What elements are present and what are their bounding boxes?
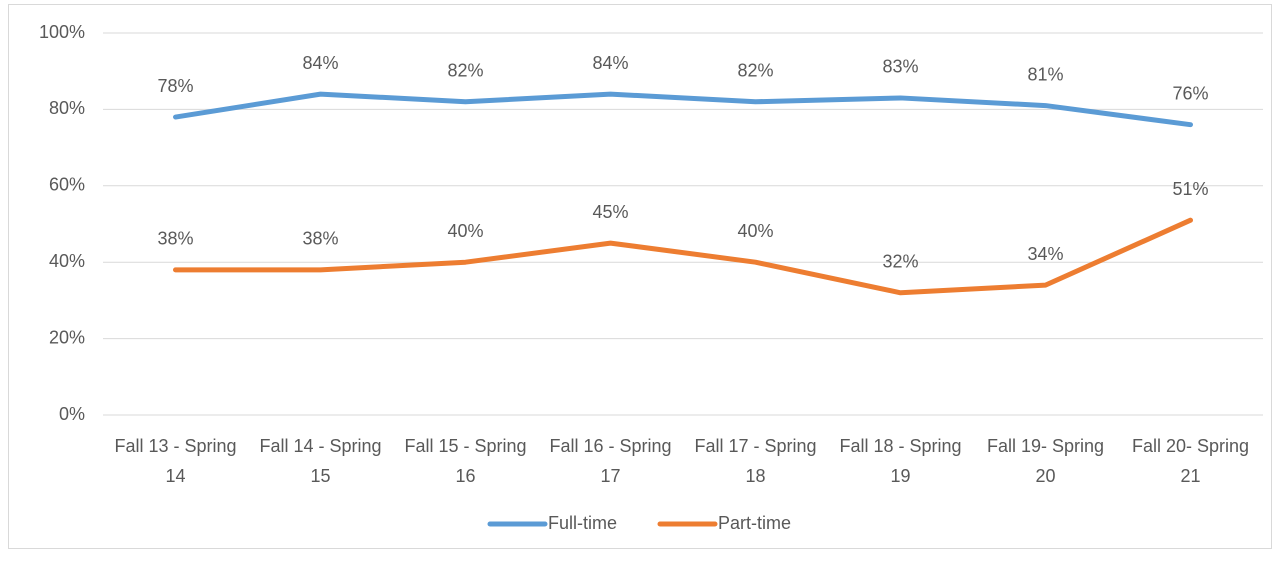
data-label: 51% <box>1172 179 1208 199</box>
legend-label: Full-time <box>548 513 617 533</box>
data-label: 83% <box>882 57 918 77</box>
y-tick-label: 80% <box>49 98 85 118</box>
x-tick-label: Fall 19- Spring 20 <box>987 436 1104 486</box>
x-tick-label: Fall 13 - Spring 14 <box>114 436 236 486</box>
series-line <box>173 217 1193 296</box>
series-line <box>173 91 1193 128</box>
data-label: 84% <box>592 53 628 73</box>
data-label: 32% <box>882 252 918 272</box>
data-label: 34% <box>1027 244 1063 264</box>
x-tick-label: Fall 15 - Spring 16 <box>404 436 526 486</box>
data-label: 78% <box>157 76 193 96</box>
x-tick-label: Fall 16 - Spring 17 <box>549 436 671 486</box>
x-tick-label: Fall 18 - Spring 19 <box>839 436 961 486</box>
data-label: 84% <box>302 53 338 73</box>
y-tick-label: 40% <box>49 251 85 271</box>
y-tick-label: 20% <box>49 327 85 347</box>
y-tick-label: 100% <box>39 22 85 42</box>
x-tick-label: Fall 20- Spring 21 <box>1132 436 1249 486</box>
data-label: 82% <box>447 61 483 81</box>
data-label: 82% <box>737 61 773 81</box>
y-tick-label: 60% <box>49 175 85 195</box>
chart-border <box>8 4 1272 549</box>
data-label: 40% <box>737 221 773 241</box>
data-label: 81% <box>1027 64 1063 84</box>
y-tick-label: 0% <box>59 404 85 424</box>
data-label: 38% <box>302 229 338 249</box>
x-tick-label: Fall 14 - Spring 15 <box>259 436 381 486</box>
x-tick-label: Fall 17 - Spring 18 <box>694 436 816 486</box>
data-label: 76% <box>1172 83 1208 103</box>
legend-label: Part-time <box>718 513 791 533</box>
data-label: 45% <box>592 202 628 222</box>
data-label: 40% <box>447 221 483 241</box>
data-label: 38% <box>157 229 193 249</box>
